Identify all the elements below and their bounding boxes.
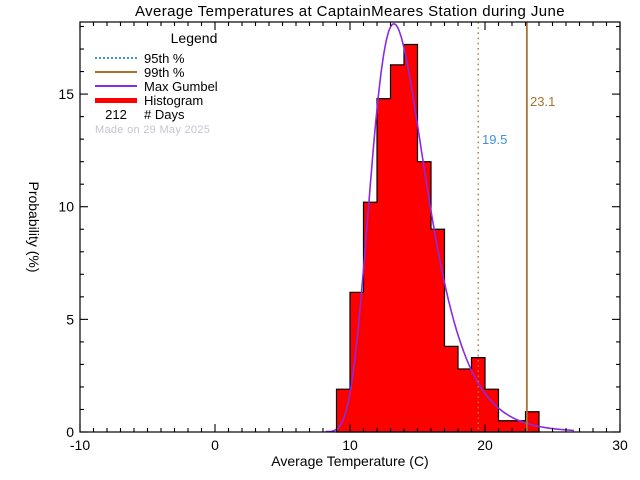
dotted-line-swatch-icon	[95, 57, 137, 59]
legend-item-99th: 99th %	[95, 64, 315, 80]
solid-line-swatch-icon	[95, 71, 137, 73]
legend-item-label: 95th %	[144, 50, 185, 66]
solid-line-swatch-icon	[95, 85, 137, 87]
thick-line-swatch-icon	[95, 97, 137, 103]
y-axis-title: Probability (%)	[26, 181, 42, 273]
chart-title: Average Temperatures at CaptainMeares St…	[135, 3, 565, 20]
legend-title: Legend	[170, 30, 218, 46]
legend-item-95th: 95th %	[95, 50, 315, 66]
legend-item-days: 212 # Days	[95, 106, 315, 122]
percentile-95-label: 19.5	[482, 132, 508, 147]
histogram-bars	[335, 43, 540, 433]
y-tick-label: 15	[58, 86, 74, 102]
x-tick-label: -10	[70, 437, 90, 453]
legend-item-gumbel: Max Gumbel	[95, 78, 315, 94]
legend-item-label: 99th %	[144, 64, 185, 80]
x-tick-label: 30	[612, 437, 628, 453]
y-tick-label: 0	[66, 424, 74, 440]
legend-item-label: Histogram	[144, 92, 204, 108]
x-tick-label: 0	[211, 437, 219, 453]
days-label: # Days	[144, 106, 185, 122]
days-count: 212	[105, 106, 127, 122]
y-tick-label: 5	[66, 311, 74, 327]
y-tick-label: 10	[58, 199, 74, 215]
x-axis-title: Average Temperature (C)	[271, 453, 429, 469]
legend: Legend 95th % 99th % Max Gumbel Histogra…	[95, 30, 315, 136]
x-tick-label: 10	[342, 437, 358, 453]
percentile-99-label: 23.1	[530, 94, 556, 109]
legend-item-histogram: Histogram	[95, 92, 315, 108]
gumbel-curve	[325, 23, 575, 433]
made-on-date: Made on 29 May 2025	[95, 124, 211, 136]
x-tick-label: 20	[477, 437, 493, 453]
legend-item-label: Max Gumbel	[144, 78, 218, 94]
